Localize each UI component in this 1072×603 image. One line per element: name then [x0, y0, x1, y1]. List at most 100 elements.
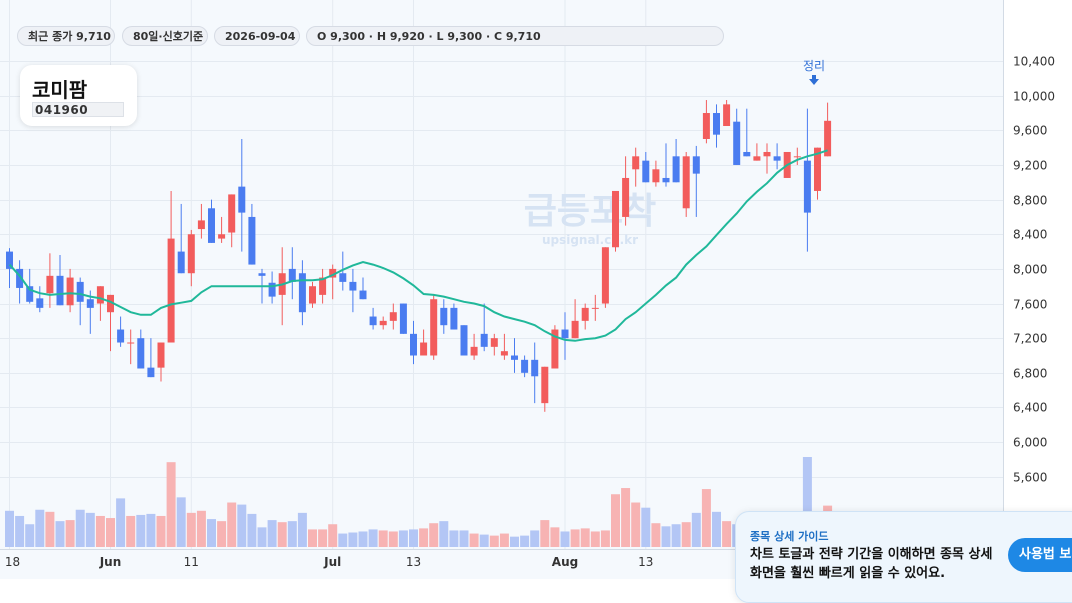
price-tick-label: 10,000: [1013, 90, 1055, 104]
candle-body: [86, 299, 94, 308]
volume-bar: [146, 513, 156, 547]
candle-body: [723, 104, 731, 127]
volume-bar: [217, 521, 227, 547]
candle-body: [16, 268, 24, 288]
candle-body: [309, 286, 316, 304]
volume-bar: [287, 521, 297, 547]
candle-body: [652, 169, 660, 183]
candle-body: [248, 216, 256, 265]
volume-bar: [176, 497, 186, 547]
candle-body: [420, 342, 428, 356]
date-tick-label: Jul: [323, 555, 341, 569]
volume-bar: [45, 511, 55, 547]
watermark-url: upsignal.co.kr: [542, 233, 638, 247]
volume-bar: [479, 534, 489, 547]
volume-bar: [328, 524, 338, 547]
annotation-label: 정리: [803, 59, 825, 73]
date-tick-label: Aug: [552, 555, 578, 569]
guide-panel: 종목 상세 가이드 차트 토글과 전략 기간을 이해하면 종목 상세 화면을 훨…: [735, 511, 1072, 603]
price-tick-label: 7,600: [1013, 298, 1047, 312]
volume-bar: [55, 521, 65, 547]
candle-body: [571, 320, 579, 339]
volume-bar: [499, 533, 509, 547]
candle-body: [500, 351, 508, 356]
candle-body: [460, 325, 468, 356]
candle-body: [268, 282, 276, 297]
volume-bar: [540, 520, 550, 547]
candle-body: [743, 151, 751, 157]
volume-bar: [186, 512, 196, 547]
candle-body: [713, 113, 720, 135]
candle-body: [187, 234, 195, 274]
volume-bar: [368, 529, 378, 547]
stock-name: 코미팜: [32, 78, 88, 102]
candle-body: [298, 273, 306, 313]
candle-body: [450, 307, 458, 330]
volume-bar: [429, 523, 439, 547]
volume-bar: [75, 509, 85, 547]
candle-body: [591, 307, 599, 309]
candle-body: [824, 120, 832, 157]
candle-body: [66, 277, 74, 306]
volume-bar: [469, 533, 479, 547]
candle-body: [258, 273, 266, 276]
volume-bar: [116, 498, 126, 547]
volume-bar: [600, 530, 610, 547]
candle-body: [26, 286, 34, 302]
volume-bar: [712, 511, 721, 547]
price-tick-label: 9,200: [1013, 159, 1047, 173]
candle-body: [56, 275, 64, 306]
candle-body: [177, 251, 185, 274]
guide-title: 종목 상세 가이드: [750, 530, 829, 543]
candle-body: [399, 303, 407, 334]
candle-body: [410, 333, 417, 356]
watermark: 급등포착 upsignal.co.kr: [524, 191, 656, 247]
price-chart[interactable]: 급등포착 upsignal.co.kr 5,600 6,000 6,400 6,800…: [0, 0, 1072, 579]
candle-body: [6, 251, 13, 269]
price-tick-label: 8,400: [1013, 228, 1047, 242]
candle-body: [581, 307, 589, 321]
volume-bar: [85, 512, 95, 547]
candle-body: [632, 156, 640, 170]
volume-bar: [489, 535, 499, 547]
candle-body: [329, 268, 337, 278]
period-chip[interactable]: 80일·신호기준: [122, 26, 208, 46]
candle-body: [531, 359, 539, 377]
candle-body: [642, 160, 650, 183]
volume-bar: [227, 502, 237, 547]
candle-body: [793, 156, 801, 158]
date-tick-label: 11: [184, 555, 199, 569]
signal-annotation: 정리: [803, 59, 825, 85]
price-tick-label: 9,600: [1013, 124, 1047, 138]
candle-body: [36, 298, 44, 308]
candle-body: [692, 156, 700, 174]
volume-bar: [570, 529, 580, 547]
candle-body: [551, 329, 559, 369]
price-tick-label: 6,400: [1013, 401, 1047, 415]
volume-bar: [409, 529, 418, 547]
date-tick-label: 18: [5, 555, 20, 569]
volume-bar: [277, 522, 287, 547]
volume-bar: [641, 507, 651, 547]
volume-bar: [25, 524, 35, 547]
price-tick-label: 6,800: [1013, 367, 1047, 381]
candlesticks: [6, 100, 832, 412]
candle-body: [96, 286, 104, 304]
price-tick-labels: 5,600 6,000 6,400 6,800 7,200 7,600 8,000 8,400…: [1013, 55, 1055, 485]
price-tick-label: 5,600: [1013, 471, 1047, 485]
volume-bar: [651, 523, 661, 547]
candle-body: [490, 338, 498, 347]
candle-body: [107, 294, 114, 313]
volume-bar: [136, 514, 146, 547]
candle-body: [430, 299, 438, 356]
candle-body: [763, 151, 771, 157]
date-tick-labels: 18 Jun 11 Jul 13 Aug 13: [5, 555, 654, 569]
volume-bar: [621, 488, 631, 547]
price-tick-label: 6,000: [1013, 436, 1047, 450]
volume-bar: [65, 520, 75, 547]
candle-body: [773, 156, 781, 161]
guide-button[interactable]: 사용법 보기: [1008, 538, 1072, 572]
candle-body: [76, 281, 84, 302]
moving-average-line: [8, 149, 828, 342]
down-arrow-icon: [809, 75, 819, 85]
